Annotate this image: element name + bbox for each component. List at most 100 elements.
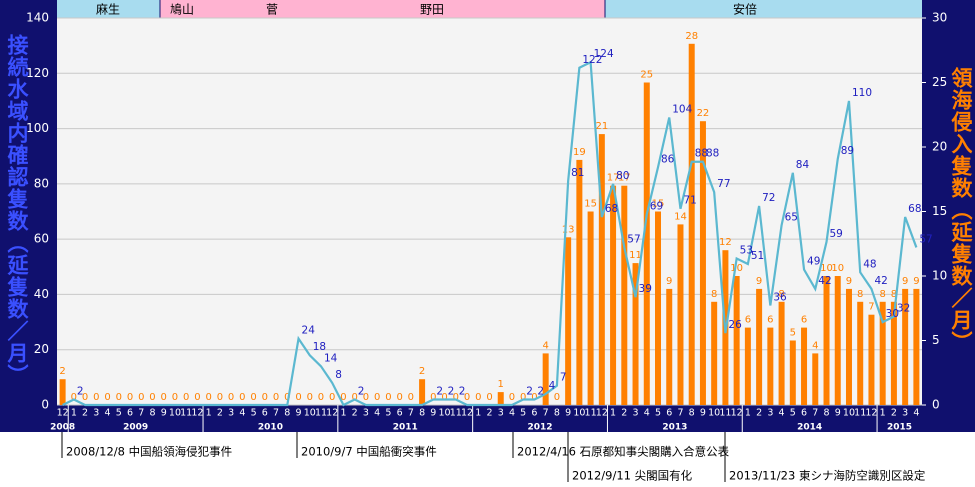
bar-value-label: 0 (396, 392, 402, 403)
bar-value-label: 10 (820, 263, 833, 274)
x-tick-label: 4 (239, 408, 245, 419)
line-value-label: 2 (459, 385, 466, 397)
year-label: 2012 (528, 423, 553, 433)
bar (677, 224, 684, 405)
bar-value-label: 25 (640, 70, 653, 81)
x-tick-label: 6 (262, 408, 268, 419)
bar-value-label: 6 (767, 315, 773, 326)
bar-value-label: 8 (891, 289, 897, 300)
bar (902, 288, 909, 405)
line-value-label: 2 (448, 385, 455, 397)
y2-tick-label: 15 (932, 204, 947, 218)
line-value-label: 2 (537, 385, 544, 397)
x-tick-label: 2 (486, 408, 492, 419)
bar (497, 392, 504, 405)
line-value-label: 18 (313, 341, 326, 353)
bar-value-label: 11 (629, 250, 642, 261)
line-value-label: 122 (582, 54, 602, 66)
annotation: 2012/9/11 尖閣国有化 (572, 469, 693, 483)
bar-value-label: 0 (509, 392, 515, 403)
bar (711, 301, 718, 405)
era-label: 野田 (420, 3, 444, 17)
x-tick-label: 7 (408, 408, 414, 419)
era-band (160, 0, 230, 18)
line-value-label: 57 (919, 233, 932, 245)
bar-value-label: 9 (756, 276, 762, 287)
bar (868, 314, 875, 405)
x-tick-label: 12 (596, 408, 608, 419)
bar-value-label: 0 (453, 392, 459, 403)
line-value-label: 8 (335, 369, 342, 381)
bar (767, 327, 774, 405)
line-value-label: 104 (672, 104, 692, 116)
bar-value-label: 0 (352, 392, 358, 403)
line-value-label: 69 (650, 200, 663, 212)
bar (845, 288, 852, 405)
x-tick-label: 2 (82, 408, 88, 419)
x-tick-label: 3 (228, 408, 234, 419)
bar-value-label: 9 (846, 276, 852, 287)
bar-value-label: 0 (441, 392, 447, 403)
line-value-label: 36 (773, 291, 787, 303)
bar-value-label: 0 (205, 392, 211, 403)
bar-value-label: 0 (531, 392, 537, 403)
bar-value-label: 0 (71, 392, 77, 403)
bar-value-label: 1 (498, 379, 504, 390)
bar-value-label: 0 (464, 392, 470, 403)
line-value-label: 124 (594, 48, 614, 60)
bar-value-label: 0 (363, 392, 369, 403)
x-tick-label: 10 (573, 408, 585, 419)
line-value-label: 32 (897, 303, 910, 315)
bar (655, 211, 662, 405)
y-tick-label: 20 (34, 342, 49, 356)
bar-value-label: 0 (194, 392, 200, 403)
bar-value-label: 0 (82, 392, 88, 403)
x-tick-label: 12 (326, 408, 338, 419)
era-band (230, 0, 330, 18)
era-label: 菅 (266, 3, 278, 17)
bar-value-label: 15 (652, 199, 665, 210)
y2-tick-label: 20 (932, 140, 947, 154)
bar-value-label: 17 (607, 173, 620, 184)
x-tick-label: 6 (531, 408, 537, 419)
x-tick-label: 8 (689, 408, 695, 419)
x-tick-label: 9 (835, 408, 841, 419)
line-value-label: 86 (661, 153, 675, 165)
bar-value-label: 0 (127, 392, 133, 403)
x-tick-label: 5 (655, 408, 661, 419)
x-tick-label: 6 (666, 408, 672, 419)
x-tick-label: 9 (296, 408, 302, 419)
x-tick-label: 7 (677, 408, 683, 419)
line (62, 60, 918, 407)
x-tick-label: 2 (352, 408, 358, 419)
bar-value-label: 0 (340, 392, 346, 403)
bar-value-label: 2 (59, 366, 65, 377)
x-tick-label: 1 (610, 408, 616, 419)
x-tick-label: 4 (779, 408, 785, 419)
bar (801, 327, 808, 405)
bar-value-label: 21 (595, 121, 608, 132)
bar (823, 276, 830, 405)
bar-value-label: 0 (318, 392, 324, 403)
line-value-label: 89 (841, 145, 854, 157)
x-tick-label: 9 (161, 408, 167, 419)
bar (59, 379, 66, 405)
x-tick-label: 11 (315, 408, 327, 419)
line-value-label: 88 (695, 148, 708, 160)
bar-value-label: 9 (666, 276, 672, 287)
x-tick-label: 5 (251, 408, 257, 419)
y2-tick-label: 10 (932, 269, 947, 283)
bar (812, 353, 819, 405)
line-value-label: 2 (358, 385, 365, 397)
bar-value-label: 0 (228, 392, 234, 403)
line-value-label: 39 (639, 283, 652, 295)
x-tick-label: 11 (450, 408, 462, 419)
bar-value-label: 8 (778, 289, 784, 300)
x-tick-label: 3 (902, 408, 908, 419)
bar-value-label: 19 (573, 147, 586, 158)
bar-value-label: 12 (719, 237, 732, 248)
year-label: 2008 (50, 423, 75, 433)
bar-value-label: 0 (307, 392, 313, 403)
era-label: 安倍 (733, 2, 757, 17)
era-label: 鳩山 (170, 3, 194, 17)
